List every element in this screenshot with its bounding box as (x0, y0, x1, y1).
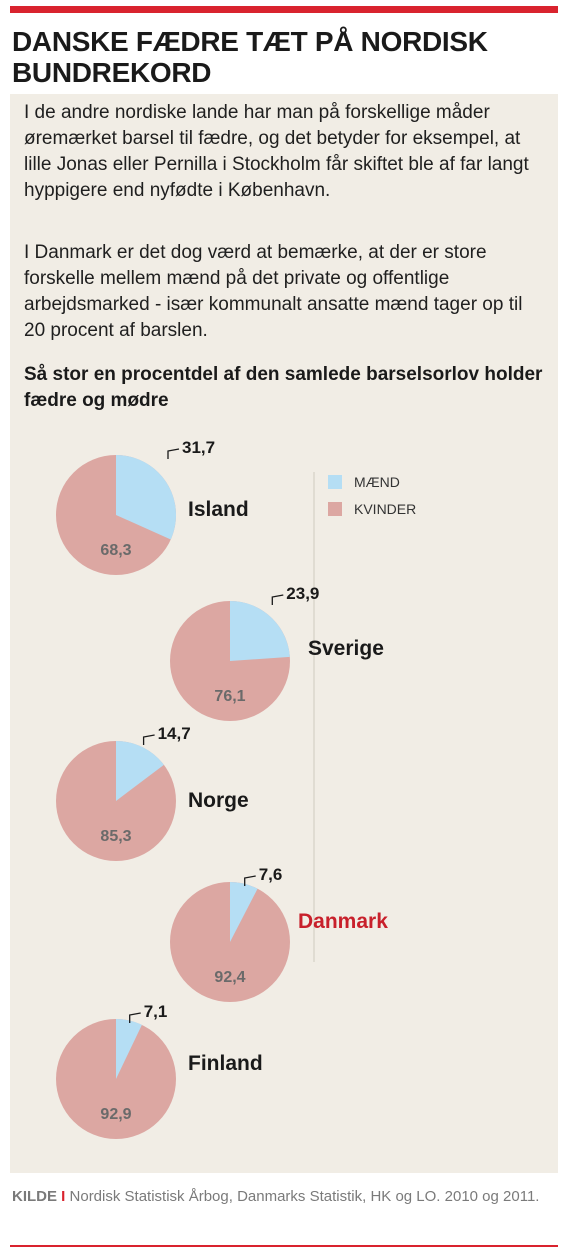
value-label-women-danmark: 92,4 (214, 969, 245, 986)
pie-slice-men-norge (116, 741, 164, 801)
value-label-men-sverige: 23,9 (286, 584, 319, 603)
source-note: KILDE I Nordisk Statistisk Årbog, Danmar… (12, 1186, 552, 1207)
pie-charts: MÆND KVINDER 31,7 68,3 Island 23,9 76,1 Sveri… (56, 438, 416, 1139)
bottom-accent-rule (10, 1245, 558, 1247)
legend-swatch-men (328, 475, 342, 489)
chart-legend: MÆND KVINDER (313, 472, 416, 962)
value-label-men-finland: 7,1 (144, 1002, 168, 1021)
value-label-women-sverige: 76,1 (214, 688, 245, 705)
legend-label-women: KVINDER (354, 501, 416, 517)
chart-title: Så stor en procentdel af den samlede bar… (24, 364, 543, 411)
source-separator: I (61, 1188, 66, 1205)
value-leader-danmark (244, 875, 256, 886)
pie-slice-men-danmark (230, 882, 258, 942)
intro-paragraph-1: I de andre nordiske lande har man på for… (24, 102, 529, 201)
pie-group: 31,7 68,3 Island 23,9 76,1 Sverige 14,7 85,3 Nor… (56, 438, 388, 1139)
value-label-women-finland: 92,9 (100, 1106, 131, 1123)
value-label-women-norge: 85,3 (100, 828, 131, 845)
value-leader-island (167, 448, 180, 459)
value-label-men-island: 31,7 (182, 438, 215, 457)
value-leader-sverige (271, 594, 284, 605)
country-label-norge: Norge (188, 789, 249, 812)
country-label-sverige: Sverige (308, 637, 384, 660)
country-label-island: Island (188, 498, 249, 521)
headline: DANSKE FÆDRE TÆT PÅ NORDISK BUNDREKORD (12, 26, 488, 88)
pie-slice-men-sverige (230, 601, 290, 661)
top-accent-rule (10, 6, 558, 13)
intro-paragraph-2: I Danmark er det dog værd at bemærke, at… (24, 242, 523, 341)
value-leader-norge (142, 734, 155, 745)
infographic-panel: I de andre nordiske lande har man på for… (10, 94, 558, 1173)
value-label-men-norge: 14,7 (158, 724, 191, 743)
country-label-finland: Finland (188, 1052, 263, 1075)
legend-label-men: MÆND (354, 474, 400, 490)
source-text: Nordisk Statistisk Årbog, Danmarks Stati… (69, 1188, 540, 1205)
value-label-women-island: 68,3 (100, 542, 131, 559)
value-leader-finland (129, 1012, 141, 1023)
pie-slice-men-island (116, 455, 176, 540)
legend-swatch-women (328, 502, 342, 516)
source-label: KILDE (12, 1188, 57, 1205)
pie-slice-men-finland (116, 1018, 142, 1079)
value-label-men-danmark: 7,6 (259, 865, 283, 884)
country-label-danmark: Danmark (298, 910, 388, 933)
